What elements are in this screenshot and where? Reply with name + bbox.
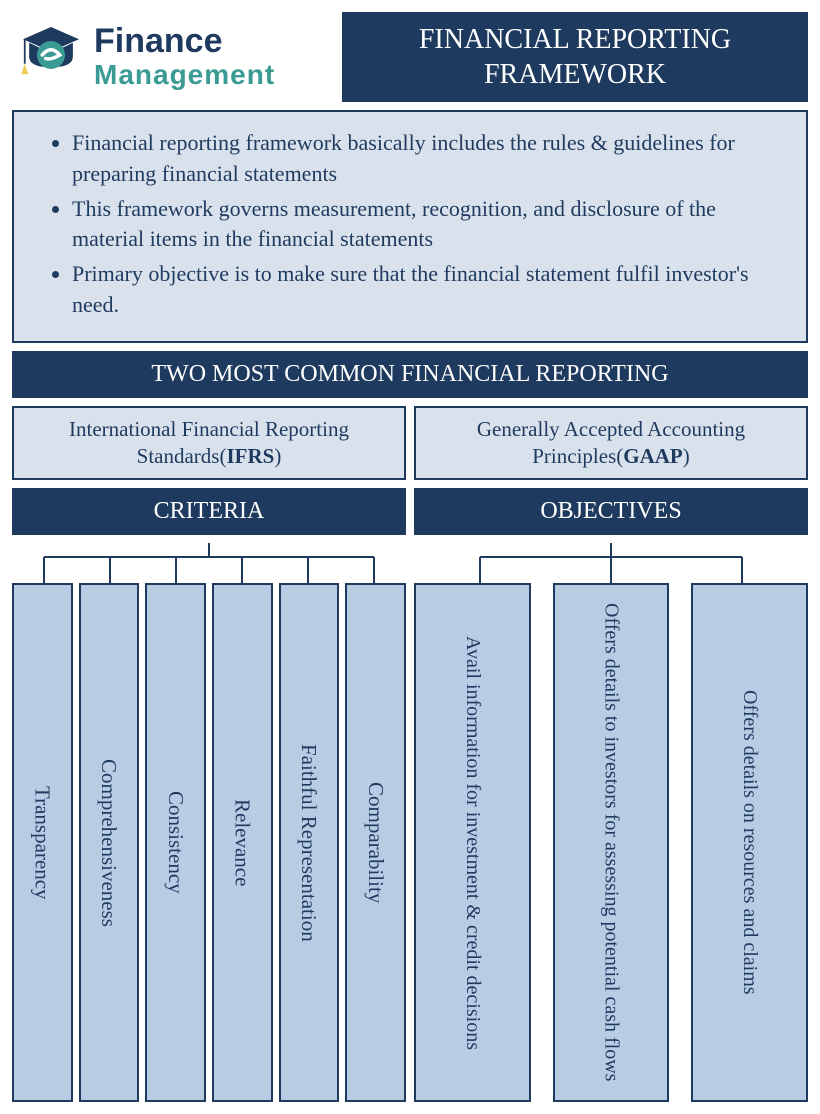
common-heading: TWO MOST COMMON FINANCIAL REPORTING bbox=[12, 351, 808, 398]
criteria-item: Faithful Representation bbox=[279, 583, 340, 1101]
logo-text: Finance Management bbox=[94, 24, 275, 89]
objective-item: Offers details on resources and claims bbox=[691, 583, 808, 1101]
gaap-box: Generally Accepted Accounting Principles… bbox=[414, 406, 808, 481]
intro-list: Financial reporting framework basically … bbox=[44, 128, 776, 321]
objective-item: Avail information for investment & credi… bbox=[414, 583, 531, 1101]
gaap-post: ) bbox=[683, 444, 690, 468]
criteria-connector bbox=[12, 543, 406, 583]
ifrs-pre: International Financial Reporting Standa… bbox=[69, 417, 349, 468]
ifrs-box: International Financial Reporting Standa… bbox=[12, 406, 406, 481]
ifrs-post: ) bbox=[274, 444, 281, 468]
objectives-items: Avail information for investment & credi… bbox=[414, 583, 808, 1101]
logo-line1: Finance bbox=[94, 24, 275, 60]
tree-row: Transparency Comprehensiveness Consisten… bbox=[12, 543, 808, 1101]
criteria-item: Relevance bbox=[212, 583, 273, 1101]
criteria-heading: CRITERIA bbox=[12, 488, 406, 535]
intro-item: This framework governs measurement, reco… bbox=[72, 194, 776, 256]
objectives-heading: OBJECTIVES bbox=[414, 488, 808, 535]
gaap-bold: GAAP bbox=[623, 444, 683, 468]
ifrs-bold: IFRS bbox=[226, 444, 274, 468]
objectives-connector bbox=[414, 543, 808, 583]
headings-row: CRITERIA OBJECTIVES bbox=[12, 488, 808, 535]
gaap-pre: Generally Accepted Accounting Principles… bbox=[477, 417, 745, 468]
intro-item: Primary objective is to make sure that t… bbox=[72, 259, 776, 321]
intro-box: Financial reporting framework basically … bbox=[12, 110, 808, 343]
objectives-tree: Avail information for investment & credi… bbox=[414, 543, 808, 1101]
criteria-item: Comprehensiveness bbox=[79, 583, 140, 1101]
grad-cap-icon bbox=[16, 20, 86, 95]
main-title: FINANCIAL REPORTING FRAMEWORK bbox=[342, 12, 808, 102]
standards-row: International Financial Reporting Standa… bbox=[12, 406, 808, 481]
criteria-item: Consistency bbox=[145, 583, 206, 1101]
logo: Finance Management bbox=[12, 12, 332, 102]
header-row: Finance Management FINANCIAL REPORTING F… bbox=[12, 12, 808, 102]
criteria-item: Transparency bbox=[12, 583, 73, 1101]
criteria-tree: Transparency Comprehensiveness Consisten… bbox=[12, 543, 406, 1101]
intro-item: Financial reporting framework basically … bbox=[72, 128, 776, 190]
logo-line2: Management bbox=[94, 60, 275, 89]
criteria-item: Comparability bbox=[345, 583, 406, 1101]
objective-item: Offers details to investors for assessin… bbox=[553, 583, 670, 1101]
criteria-items: Transparency Comprehensiveness Consisten… bbox=[12, 583, 406, 1101]
